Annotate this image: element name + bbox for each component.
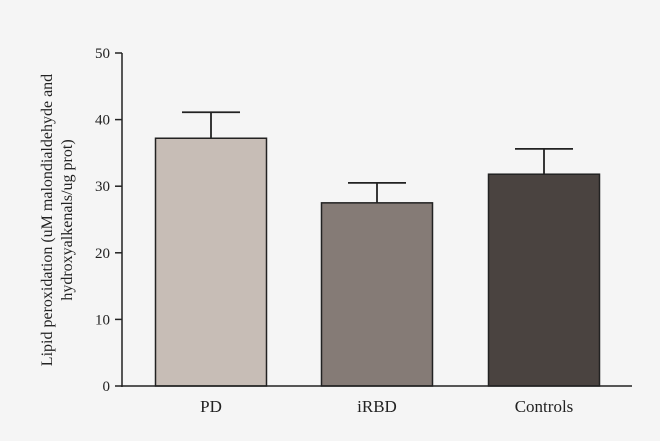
y-tick-label: 20 bbox=[95, 246, 110, 262]
bars bbox=[154, 137, 601, 387]
y-tick-label: 10 bbox=[95, 312, 110, 328]
bar-irbd bbox=[320, 202, 434, 387]
y-tick-label: 0 bbox=[103, 379, 111, 395]
x-category-label: Controls bbox=[515, 397, 574, 416]
y-axis-label: Lipid peroxidation (uM malondialdehyde a… bbox=[39, 74, 76, 366]
x-category-label: iRBD bbox=[357, 397, 397, 416]
y-tick-label: 30 bbox=[95, 179, 110, 195]
y-tick-label: 40 bbox=[95, 113, 110, 129]
y-tick-label: 50 bbox=[95, 46, 110, 62]
bar-controls bbox=[487, 173, 601, 387]
y-axis-ticks: 0 10 20 30 40 50 bbox=[95, 46, 122, 395]
y-axis-label-line-1: Lipid peroxidation (uM malondialdehyde a… bbox=[39, 74, 56, 366]
axes bbox=[121, 53, 632, 387]
y-axis-label-line-2: hydroxyalkenals/ug prot) bbox=[59, 139, 76, 300]
error-bars bbox=[182, 111, 573, 203]
x-category-label: PD bbox=[200, 397, 222, 416]
bar-pd bbox=[154, 137, 268, 387]
x-axis-categories: PD iRBD Controls bbox=[200, 397, 573, 416]
